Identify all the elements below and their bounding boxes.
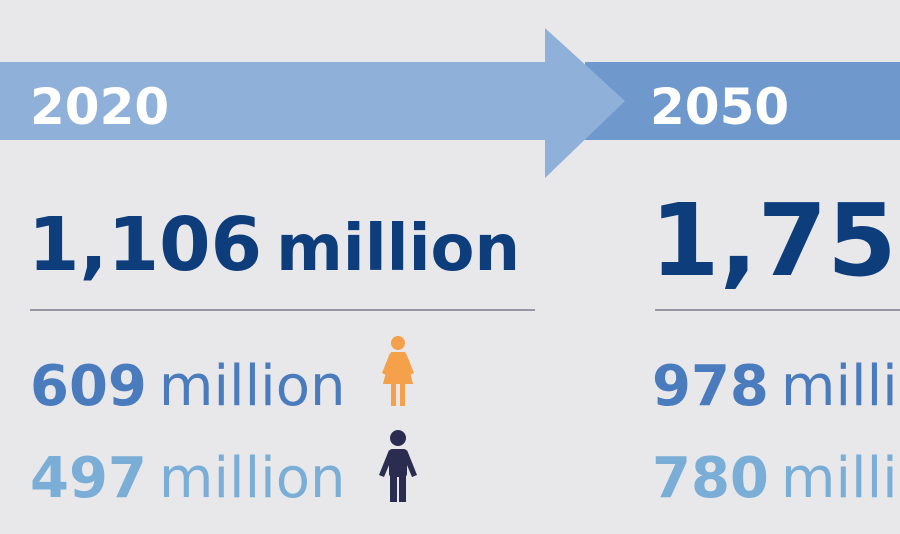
total: 1,758million xyxy=(650,182,900,299)
male-number: 780 xyxy=(652,446,769,511)
female-number: 978 xyxy=(652,354,769,419)
arrow-2020 xyxy=(0,28,625,178)
female-unit: million xyxy=(159,354,346,419)
year: 2020 xyxy=(30,78,169,136)
male-icon xyxy=(379,430,417,502)
male: 780million xyxy=(652,446,900,511)
male-unit: million xyxy=(781,446,900,511)
band-2050 xyxy=(585,62,900,140)
female-icon xyxy=(382,336,414,406)
total-unit: million xyxy=(276,212,520,286)
male: 497 million xyxy=(30,446,345,511)
female-number: 609 xyxy=(30,354,147,419)
male-unit: million xyxy=(159,446,346,511)
female: 609 million xyxy=(30,354,345,419)
total-number: 1,106 xyxy=(28,202,262,288)
total: 1,106 million xyxy=(28,202,520,288)
male-number: 497 xyxy=(30,446,147,511)
total-number: 1,758 xyxy=(650,182,900,299)
female: 978million xyxy=(652,354,900,419)
year: 2050 xyxy=(650,78,789,136)
female-unit: million xyxy=(781,354,900,419)
